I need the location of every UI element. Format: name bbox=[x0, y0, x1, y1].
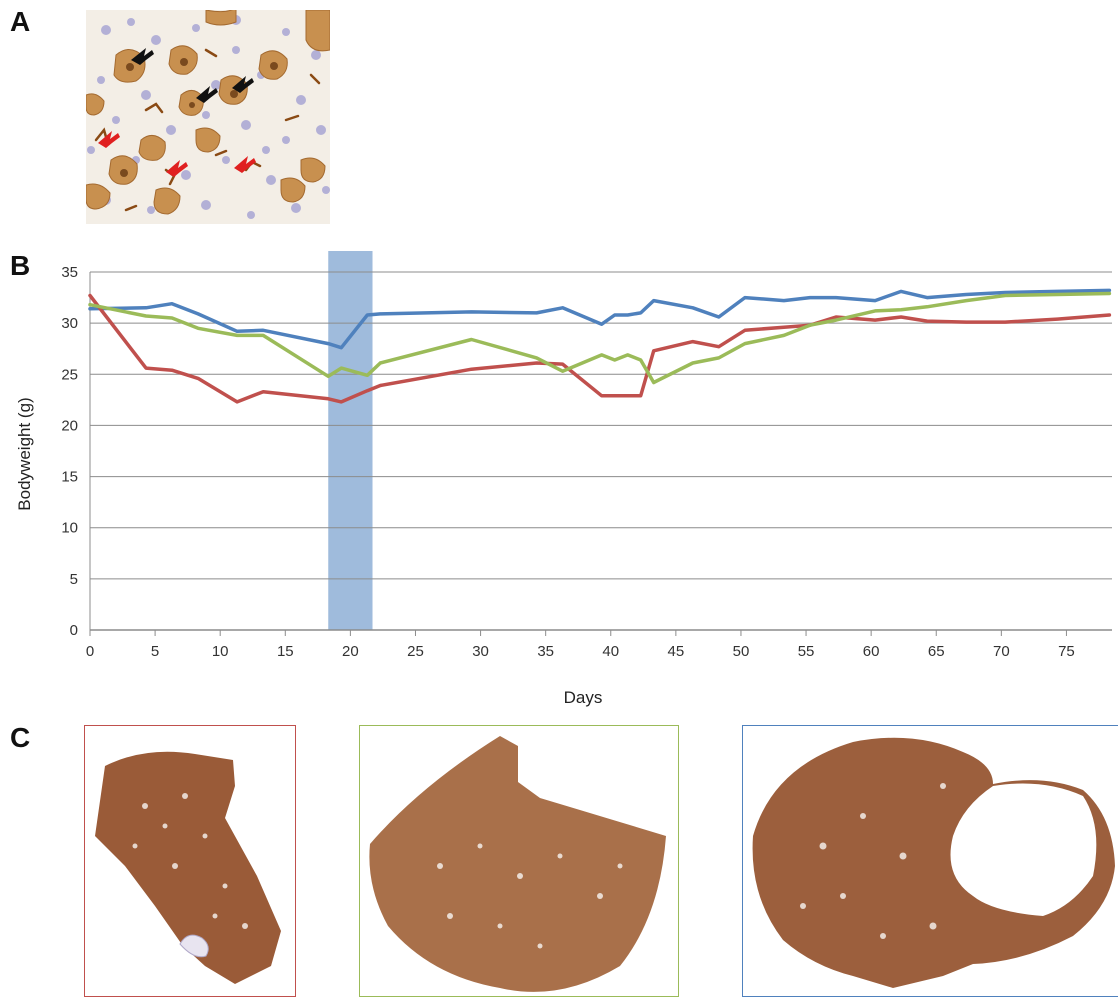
y-tick-label: 0 bbox=[70, 622, 78, 639]
x-tick-label: 30 bbox=[472, 643, 489, 660]
y-tick-label: 5 bbox=[70, 571, 78, 588]
x-tick-label: 0 bbox=[86, 643, 94, 660]
y-tick-label: 10 bbox=[61, 520, 78, 537]
x-tick-label: 5 bbox=[151, 643, 159, 660]
x-tick-label: 20 bbox=[342, 643, 359, 660]
panel-a-label: A bbox=[10, 6, 31, 37]
x-tick-label: 50 bbox=[733, 643, 750, 660]
section-green-frame bbox=[359, 725, 679, 997]
x-tick-label: 75 bbox=[1058, 643, 1075, 660]
panel-b-label: B bbox=[10, 250, 31, 281]
tissue-blue-gap bbox=[950, 783, 1097, 916]
y-tick-label: 30 bbox=[61, 315, 78, 332]
red-arrows bbox=[98, 131, 256, 177]
y-tick-label: 15 bbox=[61, 469, 78, 486]
y-tick-label: 25 bbox=[61, 366, 78, 383]
series-layer bbox=[88, 288, 1112, 404]
tissue-green bbox=[369, 736, 666, 992]
x-tick-label: 25 bbox=[407, 643, 424, 660]
series-line-0 bbox=[88, 288, 1112, 350]
tissue-red bbox=[95, 751, 281, 984]
section-red-image bbox=[95, 751, 281, 984]
series-line-1 bbox=[88, 293, 1112, 404]
cell-centers bbox=[120, 58, 278, 177]
highlight-band bbox=[328, 251, 373, 630]
x-tick-label: 65 bbox=[928, 643, 945, 660]
x-tick-label: 45 bbox=[668, 643, 685, 660]
tick-labels: 0 5 10 15 20 25 30 35 0 5 10 15 20 25 30 35 40 45 50 55 60 65… bbox=[61, 264, 1074, 660]
micrograph-image bbox=[86, 10, 330, 224]
x-tick-label: 40 bbox=[602, 643, 619, 660]
section-green-image bbox=[369, 736, 666, 992]
section-blue-image bbox=[752, 737, 1115, 988]
highlight-band-layer bbox=[328, 251, 373, 630]
x-tick-label: 10 bbox=[212, 643, 229, 660]
x-tick-label: 35 bbox=[537, 643, 554, 660]
panel-c-label: C bbox=[10, 722, 31, 753]
x-tick-label: 70 bbox=[993, 643, 1010, 660]
x-tick-label: 55 bbox=[798, 643, 815, 660]
x-tick-label: 15 bbox=[277, 643, 294, 660]
x-tick-label: 60 bbox=[863, 643, 880, 660]
micrograph-drawing bbox=[86, 10, 330, 219]
section-blue-frame bbox=[742, 725, 1118, 997]
gridlines bbox=[89, 271, 1112, 636]
black-arrows bbox=[131, 48, 254, 103]
nuclei bbox=[87, 15, 330, 219]
y-tick-label: 20 bbox=[61, 417, 78, 434]
series-line-2 bbox=[88, 291, 1112, 385]
bodyweight-chart: 0 5 10 15 20 25 30 35 0 5 10 15 20 25 30 35 40 45 50 55 60 65… bbox=[15, 251, 1112, 707]
stained-cells bbox=[86, 10, 330, 215]
y-tick-label: 35 bbox=[61, 264, 78, 281]
y-axis-title: Bodyweight (g) bbox=[15, 397, 34, 510]
section-red-frame bbox=[84, 725, 296, 997]
x-axis-title: Days bbox=[564, 688, 603, 707]
